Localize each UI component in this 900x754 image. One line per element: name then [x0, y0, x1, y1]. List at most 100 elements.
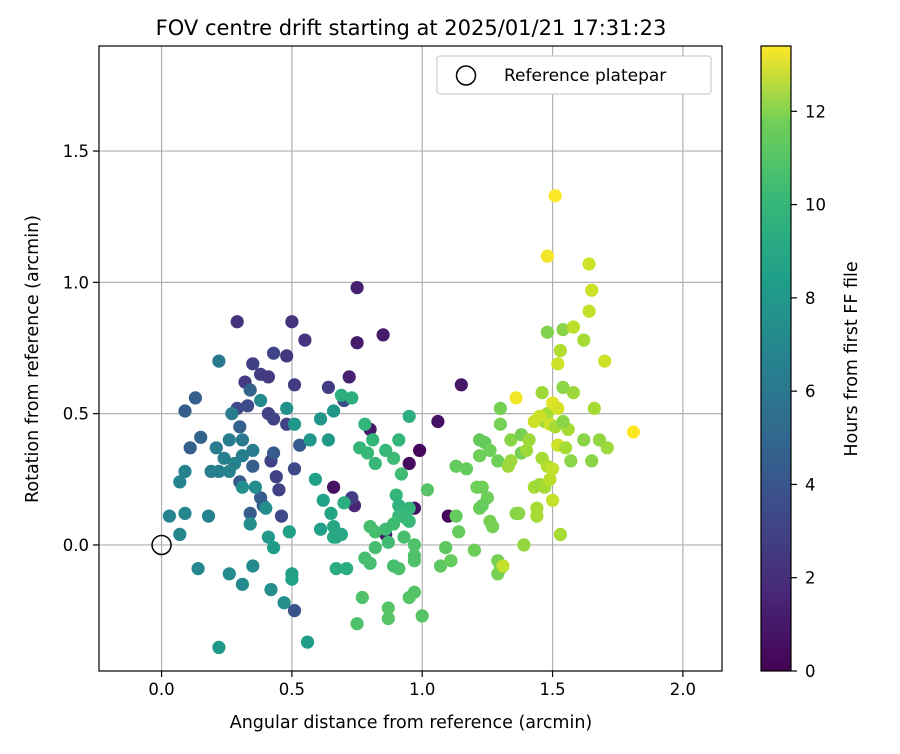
data-point	[282, 525, 296, 539]
data-point	[420, 483, 434, 497]
data-point	[582, 304, 596, 318]
data-point	[246, 559, 260, 573]
data-point	[459, 462, 474, 476]
data-point	[173, 527, 187, 542]
data-point	[327, 404, 341, 418]
data-point	[394, 467, 408, 481]
data-point	[188, 391, 202, 405]
data-point	[415, 609, 429, 623]
data-point	[287, 417, 302, 431]
data-point	[194, 430, 208, 444]
data-point	[340, 562, 354, 576]
data-point	[254, 491, 268, 505]
data-point	[243, 383, 257, 397]
data-point	[246, 357, 260, 371]
data-point	[285, 315, 299, 329]
x-axis-ticks: 0.0 0.5 1.0 1.5 2.0	[148, 671, 696, 699]
data-point	[368, 525, 382, 539]
x-axis-label: Angular distance from reference (arcmin)	[230, 713, 593, 733]
colorbar-ticks: 0 2 4 6 8 10 12	[791, 102, 826, 681]
data-point	[274, 509, 289, 523]
data-point	[556, 380, 570, 394]
legend-marker-icon	[455, 65, 477, 86]
colorbar-label: Hours from first FF file	[842, 261, 862, 456]
data-point	[496, 559, 510, 573]
data-point	[327, 480, 341, 494]
data-point	[300, 635, 315, 649]
y-tick-label: 1.5	[63, 142, 89, 161]
data-point	[475, 480, 489, 494]
chart-title: FOV centre drift starting at 2025/01/21 …	[156, 16, 667, 40]
data-point	[392, 433, 406, 447]
data-point	[566, 320, 581, 334]
data-point	[556, 323, 570, 337]
colorbar-tick-label: 8	[805, 289, 816, 308]
data-point	[280, 401, 294, 415]
data-point	[342, 370, 356, 384]
data-point	[321, 433, 335, 447]
colorbar-tick-label: 10	[805, 196, 826, 215]
data-point	[379, 522, 393, 536]
data-point	[298, 333, 312, 347]
data-point	[235, 449, 249, 463]
data-point	[519, 443, 534, 457]
data-point	[233, 420, 247, 434]
colorbar-tick-label: 6	[805, 382, 816, 401]
reference-platepar-marker	[151, 534, 172, 556]
data-point	[467, 543, 481, 557]
colorbar: 0 2 4 6 8 10 12 Hours from first FF file	[760, 45, 862, 681]
data-point	[248, 480, 262, 494]
data-point	[454, 378, 468, 392]
data-point	[387, 451, 401, 465]
data-point	[433, 559, 448, 573]
data-point	[381, 601, 395, 615]
data-point	[551, 357, 565, 371]
data-point	[387, 559, 401, 573]
data-point	[303, 433, 317, 447]
data-point	[397, 530, 411, 544]
data-point	[222, 567, 236, 581]
data-point	[293, 438, 307, 452]
data-point	[360, 446, 375, 460]
data-point	[324, 506, 338, 520]
data-point	[162, 509, 176, 523]
data-point	[316, 493, 330, 507]
data-point	[264, 583, 278, 597]
data-point	[350, 617, 364, 631]
data-point	[548, 189, 562, 203]
data-point	[431, 414, 445, 429]
data-point	[285, 572, 299, 586]
data-point	[235, 480, 249, 494]
data-point	[407, 554, 421, 568]
data-point	[402, 409, 416, 423]
data-point	[287, 462, 302, 476]
data-point	[517, 538, 531, 552]
data-point	[243, 517, 257, 531]
data-point	[183, 441, 197, 455]
data-point	[209, 441, 223, 455]
data-point	[566, 386, 581, 400]
data-point	[212, 640, 226, 655]
data-point	[178, 464, 192, 478]
data-point	[246, 443, 260, 457]
data-point	[439, 541, 453, 555]
data-point	[553, 527, 568, 542]
y-tick-label: 1.0	[63, 273, 89, 292]
data-point	[530, 509, 544, 523]
data-point	[402, 501, 416, 515]
data-point	[522, 433, 536, 447]
colorbar-tick-label: 12	[805, 102, 826, 121]
data-point	[334, 527, 348, 542]
data-point	[217, 451, 231, 465]
x-tick-label: 2.0	[670, 680, 696, 699]
data-point	[287, 604, 302, 618]
data-point	[178, 404, 192, 418]
data-point	[543, 472, 557, 486]
data-point	[366, 433, 380, 447]
data-point	[277, 596, 291, 610]
data-point	[350, 281, 364, 295]
x-tick-label: 1.0	[409, 680, 435, 699]
colorbar-tick-label: 0	[805, 662, 816, 681]
data-point	[402, 514, 416, 528]
data-point	[493, 417, 507, 431]
